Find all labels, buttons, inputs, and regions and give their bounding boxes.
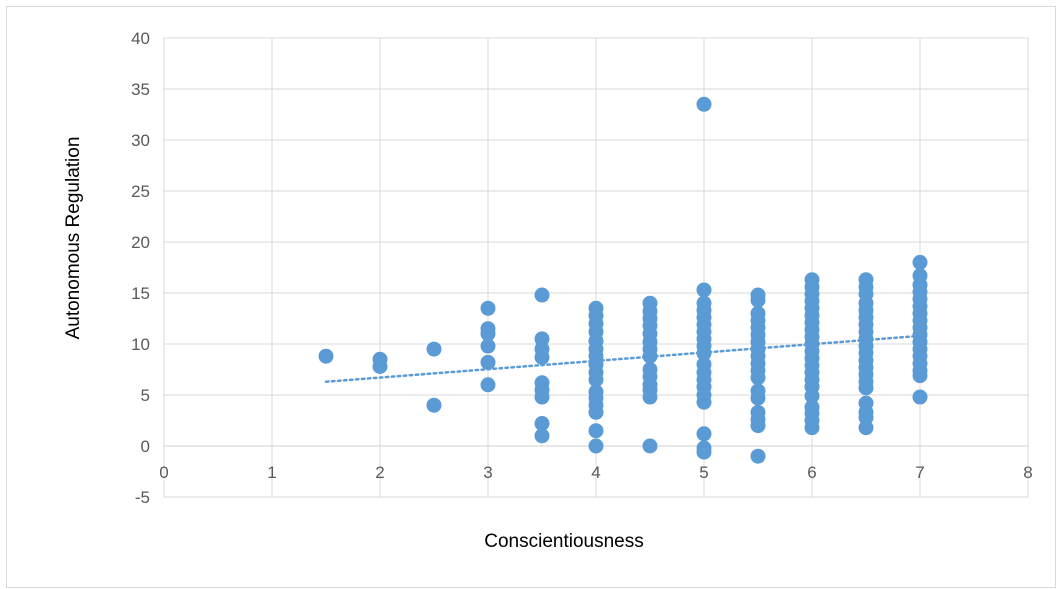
data-point: [426, 397, 442, 413]
data-point: [318, 348, 334, 364]
x-axis-title: Conscientiousness: [484, 531, 643, 552]
data-point: [804, 420, 820, 436]
y-tick-label: 25: [131, 182, 150, 201]
data-point: [534, 416, 550, 432]
y-tick-label: 40: [131, 29, 150, 48]
data-point: [480, 326, 496, 342]
data-point: [372, 358, 388, 374]
data-point: [480, 300, 496, 316]
x-tick-label: 6: [807, 463, 816, 482]
data-point: [480, 377, 496, 393]
data-point: [696, 345, 712, 361]
data-point: [696, 444, 712, 460]
y-axis: -5 0 5 10 15 20 25 30 35 40: [131, 29, 150, 507]
data-point: [588, 438, 604, 454]
data-point: [750, 448, 766, 464]
y-tick-label: 10: [131, 335, 150, 354]
data-point: [642, 438, 658, 454]
x-tick-label: 8: [1023, 463, 1032, 482]
x-tick-label: 3: [483, 463, 492, 482]
data-point: [534, 349, 550, 365]
data-point: [588, 372, 604, 388]
data-point: [534, 389, 550, 405]
data-point: [912, 254, 928, 270]
data-point: [696, 282, 712, 298]
y-tick-label: 5: [141, 386, 150, 405]
data-point: [750, 370, 766, 386]
x-axis: 0 1 2 3 4 5 6 7 8: [159, 463, 1032, 482]
y-tick-label: 35: [131, 80, 150, 99]
x-tick-label: 1: [267, 463, 276, 482]
data-point: [858, 380, 874, 396]
chart-area: [6, 6, 1056, 588]
data-point: [696, 96, 712, 112]
data-point: [534, 287, 550, 303]
y-tick-label: 20: [131, 233, 150, 252]
data-point: [696, 426, 712, 442]
data-point: [750, 390, 766, 406]
data-point: [642, 348, 658, 364]
y-tick-label: 30: [131, 131, 150, 150]
x-tick-label: 5: [699, 463, 708, 482]
data-point: [696, 394, 712, 410]
data-point: [480, 338, 496, 354]
x-tick-label: 0: [159, 463, 168, 482]
data-point: [858, 420, 874, 436]
data-point: [588, 404, 604, 420]
data-point: [642, 389, 658, 405]
data-point: [534, 428, 550, 444]
x-tick-label: 2: [375, 463, 384, 482]
data-point: [912, 389, 928, 405]
data-point: [588, 423, 604, 439]
y-tick-label: 0: [141, 437, 150, 456]
x-tick-label: 4: [591, 463, 600, 482]
trendline: [324, 334, 922, 383]
y-axis-title: Autonomous Regulation: [63, 137, 84, 340]
data-point: [750, 418, 766, 434]
data-point: [804, 388, 820, 404]
data-point: [750, 292, 766, 308]
y-tick-label: 15: [131, 284, 150, 303]
data-point: [912, 368, 928, 384]
data-point: [480, 354, 496, 370]
y-tick-label: -5: [135, 488, 150, 507]
data-point: [426, 341, 442, 357]
x-tick-label: 7: [915, 463, 924, 482]
data-points: [318, 96, 928, 464]
trendline-line: [324, 334, 922, 383]
